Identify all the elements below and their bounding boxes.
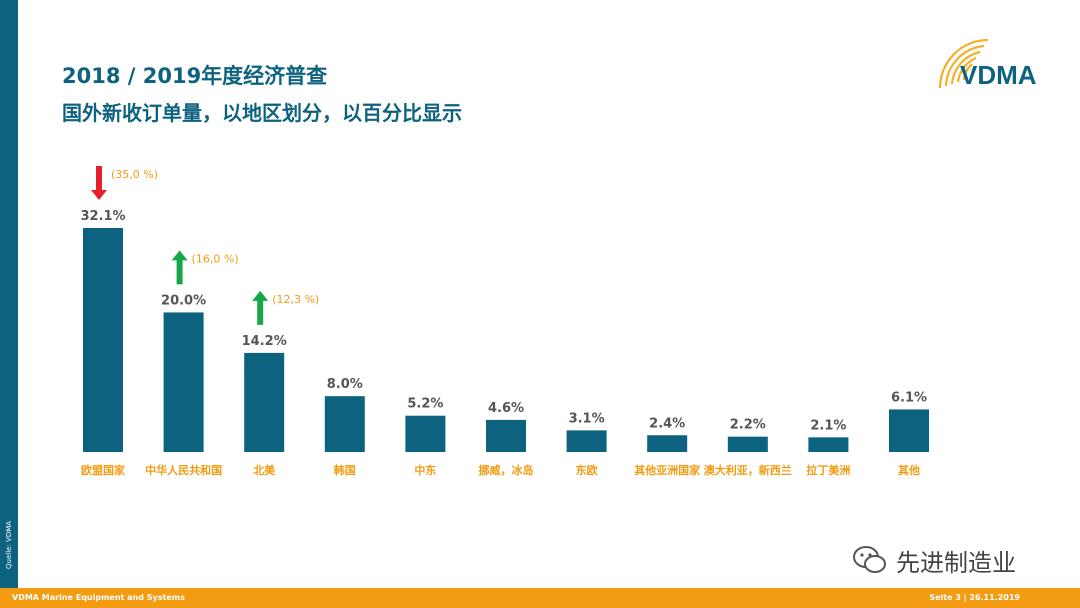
chart-bar xyxy=(324,396,365,452)
page-title: 2018 / 2019年度经济普查 xyxy=(62,64,328,88)
watermark-text: 先进制造业 xyxy=(896,548,1016,577)
data-label: 32.1% xyxy=(80,209,125,224)
up-arrow-icon xyxy=(171,250,188,285)
x-tick-label: 欧盟国家 xyxy=(81,463,126,477)
chart-bar xyxy=(566,430,607,452)
chart-bar xyxy=(808,437,849,452)
up-arrow-icon xyxy=(252,290,269,325)
x-tick-label: 韩国 xyxy=(334,463,356,477)
vdma-logo-icon xyxy=(938,38,989,89)
x-tick-label: 其他 xyxy=(898,463,920,477)
x-tick-label: 拉丁美洲 xyxy=(806,463,850,477)
logo-text: VDMA xyxy=(960,60,1037,90)
footer-right-text: Seite 3 | 26.11.2019 xyxy=(929,593,1020,602)
data-label: 3.1% xyxy=(569,411,605,426)
data-label: 5.2% xyxy=(407,397,443,412)
data-label: 2.1% xyxy=(810,418,846,433)
footer-left-text: VDMA Marine Equipment and Systems xyxy=(12,593,185,602)
data-label: 2.4% xyxy=(649,416,685,431)
change-annotation: (12,3 %) xyxy=(272,293,319,306)
page-subtitle: 国外新收订单量，以地区划分，以百分比显示 xyxy=(62,101,462,125)
footer-bar: VDMA Marine Equipment and Systems Seite … xyxy=(0,588,1080,608)
data-label: 6.1% xyxy=(891,390,927,405)
change-annotation: (16,0 %) xyxy=(192,252,239,265)
watermark: 先进制造业 xyxy=(850,540,1050,580)
x-tick-label: 挪威，冰岛 xyxy=(479,463,534,477)
data-label: 14.2% xyxy=(242,334,287,349)
down-arrow-icon xyxy=(91,166,107,200)
data-label: 2.2% xyxy=(730,418,766,433)
x-tick-label: 中华人民共和国 xyxy=(145,463,222,477)
x-tick-label: 其他亚洲国家 xyxy=(634,463,701,477)
chart-bar xyxy=(163,312,204,452)
chart-bar xyxy=(405,415,446,452)
wechat-icon xyxy=(853,546,886,573)
chart-bar xyxy=(647,435,688,452)
left-accent-bar xyxy=(0,0,18,588)
x-tick-label: 东欧 xyxy=(576,463,598,477)
chart-bar xyxy=(727,436,768,452)
vdma-logo: VDMA xyxy=(938,38,1037,90)
x-tick-label: 澳大利亚，新西兰 xyxy=(704,463,792,477)
x-tick-label: 北美 xyxy=(253,463,276,477)
bar-chart: 32.1% 欧盟国家 20.0% 中华人民共和国 14.2% 北美 8.0% 韩国 5.2% 中东… xyxy=(80,166,929,477)
chart-bar xyxy=(486,419,526,452)
change-annotation: (35,0 %) xyxy=(111,168,158,181)
chart-bar xyxy=(244,352,285,452)
data-label: 8.0% xyxy=(327,377,363,392)
x-tick-label: 中东 xyxy=(414,463,436,477)
chart-bar xyxy=(889,409,929,452)
data-label: 20.0% xyxy=(161,293,206,308)
data-label: 4.6% xyxy=(488,401,524,416)
chart-bar xyxy=(83,228,123,452)
